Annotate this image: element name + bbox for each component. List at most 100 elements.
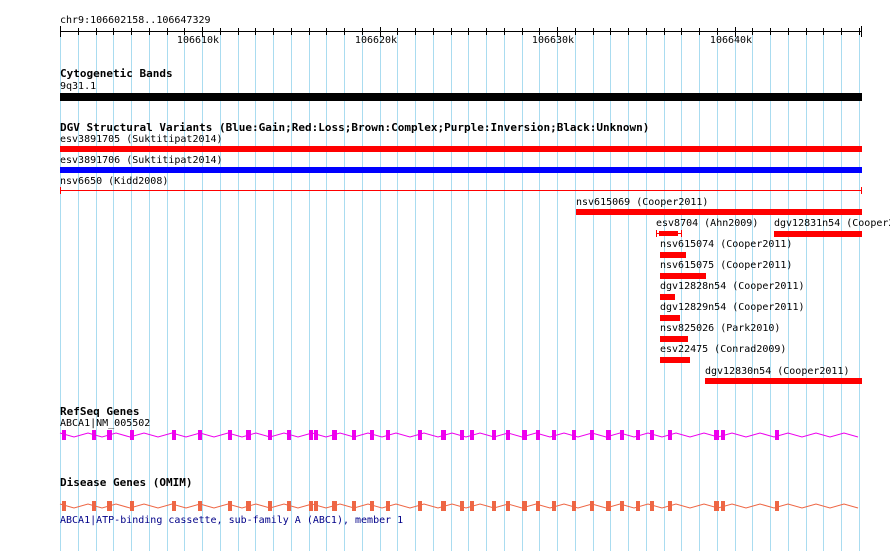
variant-label: esv3891706 (Suktitipat2014) bbox=[60, 155, 223, 166]
cyto-band[interactable] bbox=[60, 93, 862, 101]
exon bbox=[650, 430, 654, 440]
exon bbox=[62, 501, 66, 511]
exon bbox=[314, 430, 318, 440]
exon bbox=[714, 501, 719, 511]
exon bbox=[246, 430, 251, 440]
variant-bar[interactable] bbox=[774, 231, 862, 237]
variant-bar[interactable] bbox=[660, 294, 675, 300]
exon bbox=[246, 501, 251, 511]
exon bbox=[309, 430, 313, 440]
exon bbox=[370, 501, 374, 511]
exon bbox=[492, 430, 496, 440]
variant-label: nsv615075 (Cooper2011) bbox=[660, 260, 793, 271]
exon bbox=[370, 430, 374, 440]
exon bbox=[668, 501, 672, 511]
exon bbox=[107, 501, 112, 511]
exon bbox=[668, 430, 672, 440]
variant-label: nsv825026 (Park2010) bbox=[660, 323, 781, 334]
exon bbox=[386, 501, 390, 511]
exon bbox=[287, 501, 291, 511]
variant-label: dgv12830n54 (Cooper2011) bbox=[705, 366, 850, 377]
exon bbox=[460, 501, 464, 511]
variant-bar[interactable] bbox=[660, 273, 706, 279]
intron-line bbox=[59, 503, 859, 509]
exon bbox=[590, 501, 594, 511]
exon bbox=[650, 501, 654, 511]
exon bbox=[332, 430, 337, 440]
exon bbox=[352, 430, 356, 440]
ruler-tick-label: 106610k bbox=[176, 35, 220, 46]
exon bbox=[721, 430, 725, 440]
exon bbox=[714, 430, 719, 440]
exon bbox=[172, 430, 176, 440]
exon bbox=[536, 501, 540, 511]
variant-label: dgv12829n54 (Cooper2011) bbox=[660, 302, 805, 313]
cyto-band-label: 9q31.1 bbox=[60, 81, 97, 92]
variant-bar[interactable] bbox=[660, 252, 686, 258]
exon bbox=[314, 501, 318, 511]
exon bbox=[352, 501, 356, 511]
variant-label: esv8704 (Ahn2009) bbox=[656, 218, 759, 229]
variant-label: nsv615074 (Cooper2011) bbox=[660, 239, 793, 250]
exon bbox=[418, 501, 422, 511]
exon bbox=[572, 430, 576, 440]
exon bbox=[460, 430, 464, 440]
exon bbox=[268, 501, 272, 511]
ruler-tick-label: 106640k bbox=[709, 35, 753, 46]
exon bbox=[130, 430, 134, 440]
region-label: chr9:106602158..106647329 bbox=[60, 15, 211, 26]
variant-bar[interactable] bbox=[705, 378, 862, 384]
exon bbox=[309, 501, 313, 511]
variant-bar[interactable] bbox=[60, 167, 862, 173]
variant-bar[interactable] bbox=[660, 336, 688, 342]
exon bbox=[470, 430, 474, 440]
exon bbox=[130, 501, 134, 511]
exon bbox=[620, 430, 624, 440]
exon bbox=[590, 430, 594, 440]
variant-bar[interactable] bbox=[576, 209, 862, 215]
exon bbox=[268, 430, 272, 440]
variant-bar[interactable] bbox=[660, 357, 690, 363]
exon bbox=[92, 501, 96, 511]
exon bbox=[441, 501, 446, 511]
exon bbox=[775, 430, 779, 440]
exon bbox=[636, 430, 640, 440]
variant-bar[interactable] bbox=[660, 315, 680, 321]
exon bbox=[636, 501, 640, 511]
variant-label: dgv12828n54 (Cooper2011) bbox=[660, 281, 805, 292]
exon bbox=[198, 430, 202, 440]
ruler-tick-label: 106620k bbox=[354, 35, 398, 46]
cyto-track-title: Cytogenetic Bands bbox=[60, 67, 173, 80]
exon bbox=[418, 430, 422, 440]
variant-label: dgv12831n54 (Cooper2 bbox=[774, 218, 890, 229]
variant-label: esv3891705 (Suktitipat2014) bbox=[60, 134, 223, 145]
omim-gene-label: ABCA1|ATP-binding cassette, sub-family A… bbox=[60, 515, 404, 526]
variant-bar[interactable] bbox=[60, 146, 862, 152]
exon bbox=[441, 430, 446, 440]
exon bbox=[572, 501, 576, 511]
ruler-tick-label: 106630k bbox=[531, 35, 575, 46]
exon bbox=[228, 501, 232, 511]
refseq-gene-label: ABCA1|NM_005502 bbox=[60, 418, 151, 429]
variant-label: nsv615069 (Cooper2011) bbox=[576, 197, 709, 208]
exon bbox=[606, 430, 611, 440]
exon bbox=[552, 501, 556, 511]
exon bbox=[492, 501, 496, 511]
exon bbox=[721, 501, 725, 511]
exon bbox=[92, 430, 96, 440]
ruler[interactable] bbox=[0, 0, 890, 60]
exon bbox=[107, 430, 112, 440]
exon bbox=[62, 430, 66, 440]
exon bbox=[287, 430, 291, 440]
exon bbox=[470, 501, 474, 511]
exon bbox=[552, 430, 556, 440]
exon bbox=[536, 430, 540, 440]
variant-label: nsv6650 (Kidd2008) bbox=[60, 176, 169, 187]
exon bbox=[606, 501, 611, 511]
